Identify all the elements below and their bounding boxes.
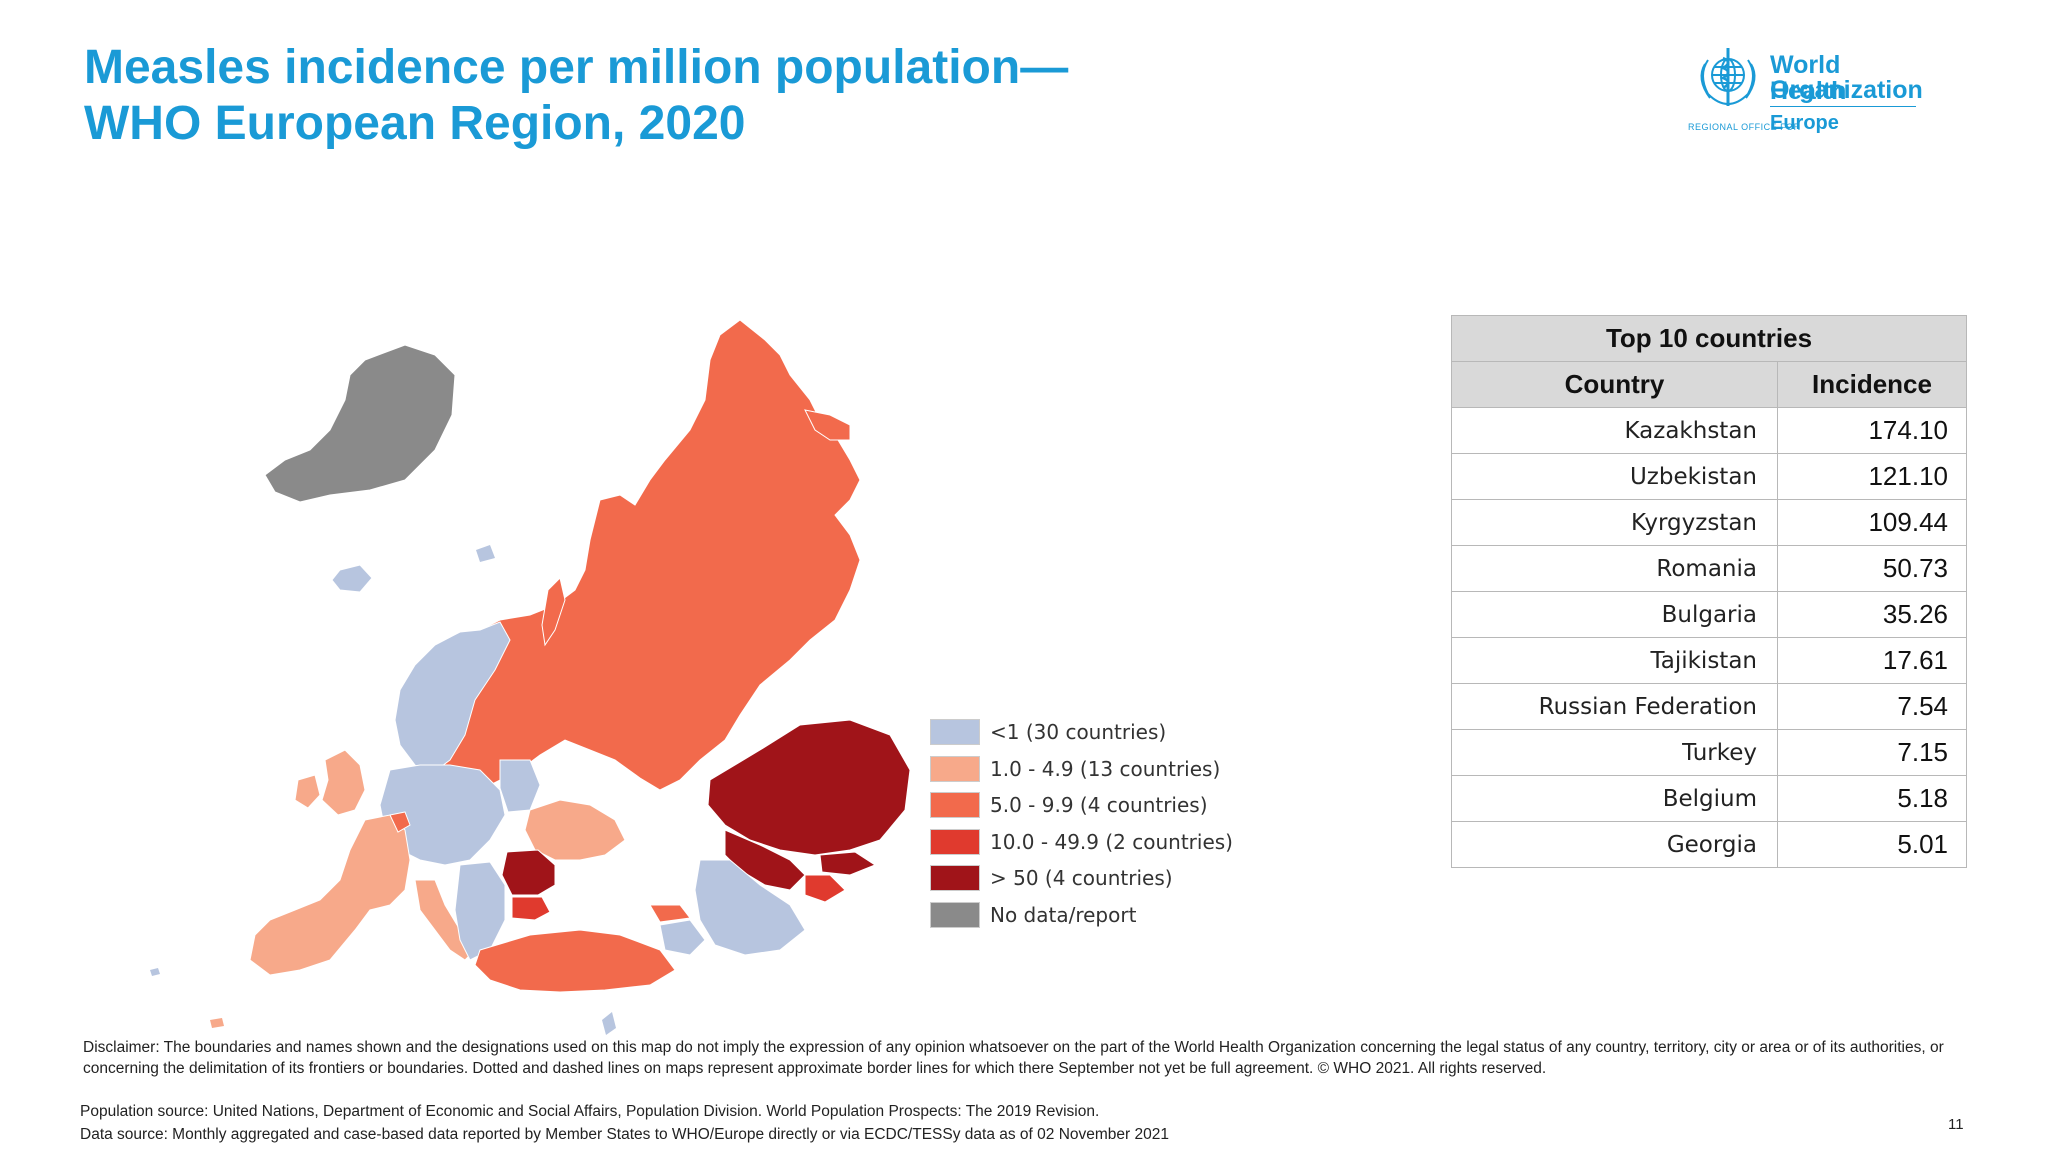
table-row: Kyrgyzstan 109.44: [1451, 499, 1967, 546]
table-caption: Top 10 countries: [1451, 315, 1967, 362]
cell-country: Georgia: [1451, 821, 1778, 868]
map-region-bulgaria: [511, 896, 551, 921]
legend-item: No data/report: [930, 898, 1250, 935]
map-region-kazakhstan: [707, 719, 911, 856]
cell-incidence: 5.01: [1777, 821, 1967, 868]
title-line-1: Measles incidence per million population…: [84, 41, 1069, 94]
legend-swatch: [930, 792, 980, 819]
map-region-baltic-belarus: [499, 759, 541, 813]
cell-incidence: 7.54: [1777, 683, 1967, 730]
legend-swatch: [930, 865, 980, 892]
disclaimer-text: Disclaimer: The boundaries and names sho…: [83, 1039, 1944, 1077]
title-line-2: WHO European Region, 2020: [84, 97, 746, 150]
column-header-country: Country: [1451, 361, 1778, 408]
table-row: Tajikistan 17.61: [1451, 637, 1967, 684]
legend-swatch: [930, 755, 980, 782]
legend-item: > 50 (4 countries): [930, 861, 1250, 898]
europe-region-map: [150, 319, 911, 1035]
legend-label: 10.0 - 49.9 (2 countries): [990, 829, 1233, 854]
legend-label: <1 (30 countries): [990, 720, 1167, 744]
legend-label: 1.0 - 4.9 (13 countries): [990, 756, 1221, 781]
map-region-georgia: [649, 904, 691, 923]
logo-regional-office: REGIONAL OFFICE FOR: [1688, 122, 1801, 132]
map-region-greenland: [264, 344, 456, 503]
data-source: Data source: Monthly aggregated and case…: [80, 1126, 1169, 1143]
legend-item: 1.0 - 4.9 (13 countries): [930, 752, 1250, 789]
map-region-turkey: [474, 929, 676, 993]
legend-label: No data/report: [990, 902, 1137, 927]
map-region-kyrgyzstan: [819, 851, 877, 876]
map-region-romania: [501, 849, 556, 896]
map-region-turkmenistan: [694, 859, 806, 956]
table-row: Georgia 5.01: [1451, 821, 1967, 868]
table-row: Romania 50.73: [1451, 545, 1967, 592]
cell-country: Tajikistan: [1451, 637, 1778, 684]
cell-country: Romania: [1451, 545, 1778, 592]
column-header-incidence: Incidence: [1777, 361, 1967, 408]
cell-incidence: 121.10: [1777, 453, 1967, 500]
page-title: Measles incidence per million population…: [84, 40, 1068, 152]
cell-incidence: 5.18: [1777, 775, 1967, 822]
population-source: Population source: United Nations, Depar…: [80, 1103, 1100, 1120]
logo-divider: [1770, 106, 1916, 107]
cell-incidence: 35.26: [1777, 591, 1967, 638]
map-region-russia-far-east: [804, 409, 851, 441]
map-region-novaya-zemlya: [541, 577, 566, 647]
cell-country: Belgium: [1451, 775, 1778, 822]
table-row: Turkey 7.15: [1451, 729, 1967, 776]
cell-country: Kazakhstan: [1451, 407, 1778, 454]
cell-country: Russian Federation: [1451, 683, 1778, 730]
who-emblem-icon: [1700, 48, 1756, 106]
legend-item: 10.0 - 49.9 (2 countries): [930, 825, 1250, 862]
table-row: Uzbekistan 121.10: [1451, 453, 1967, 500]
map-region-uk-ireland: [321, 749, 366, 816]
map-region-ukraine: [524, 799, 626, 861]
map-region-ireland: [294, 774, 321, 809]
table-row: Russian Federation 7.54: [1451, 683, 1967, 730]
sources: Population source: United Nations, Depar…: [80, 1100, 1169, 1146]
map-region-caucasus: [659, 919, 706, 956]
legend-item: 5.0 - 9.9 (4 countries): [930, 788, 1250, 825]
table-row: Bulgaria 35.26: [1451, 591, 1967, 638]
legend-swatch: [930, 719, 980, 745]
cell-incidence: 50.73: [1777, 545, 1967, 592]
legend-swatch: [930, 828, 980, 855]
logo-text-organization: Organization: [1770, 76, 1923, 104]
table-caption-row: Top 10 countries: [1451, 315, 1967, 362]
who-europe-logo: World Health Organization REGIONAL OFFIC…: [1688, 40, 1923, 144]
map-region-canary: [210, 1018, 224, 1028]
legend-swatch: [930, 901, 980, 928]
cell-incidence: 109.44: [1777, 499, 1967, 546]
map-region-azores: [150, 968, 160, 976]
map-region-western-europe: [249, 814, 411, 976]
cell-incidence: 7.15: [1777, 729, 1967, 776]
logo-region: Europe: [1770, 112, 1839, 134]
legend-item: <1 (30 countries): [930, 715, 1250, 752]
page-number: 11: [1948, 1116, 1964, 1133]
legend-label: > 50 (4 countries): [990, 866, 1173, 891]
cell-incidence: 174.10: [1777, 407, 1967, 454]
table-row: Kazakhstan 174.10: [1451, 407, 1967, 454]
table-header-row: Country Incidence: [1451, 361, 1967, 408]
map-region-cyprus: [602, 1012, 616, 1035]
map-region-svalbard: [476, 545, 495, 562]
cell-country: Uzbekistan: [1451, 453, 1778, 500]
logo-text-world-health: World Health: [1770, 51, 1847, 105]
top-10-countries-table: Top 10 countries Country Incidence Kazak…: [1451, 315, 1967, 868]
cell-country: Kyrgyzstan: [1451, 499, 1778, 546]
map-region-tajikistan: [804, 874, 846, 903]
cell-country: Turkey: [1451, 729, 1778, 776]
map-region-iceland: [331, 564, 373, 593]
cell-incidence: 17.61: [1777, 637, 1967, 684]
map-legend: <1 (30 countries) 1.0 - 4.9 (13 countrie…: [930, 715, 1250, 935]
map-region-belgium: [389, 811, 411, 833]
table-row: Belgium 5.18: [1451, 775, 1967, 822]
cell-country: Bulgaria: [1451, 591, 1778, 638]
legend-label: 5.0 - 9.9 (4 countries): [990, 793, 1208, 818]
